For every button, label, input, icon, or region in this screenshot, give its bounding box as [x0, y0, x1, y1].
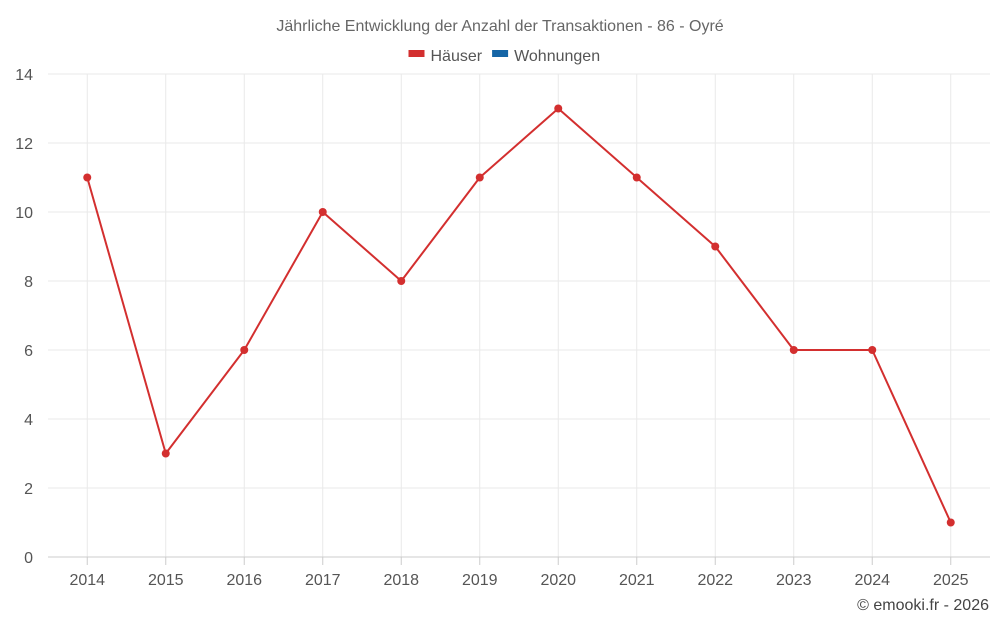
legend-swatch	[492, 50, 509, 57]
series-line-0	[86, 107, 952, 523]
x-tick-label: 2024	[854, 572, 890, 589]
y-tick-label: 12	[15, 136, 33, 153]
series-layer	[83, 104, 955, 527]
data-point[interactable]	[711, 242, 720, 251]
y-tick-label: 8	[24, 274, 33, 291]
data-point[interactable]	[475, 173, 484, 182]
data-point[interactable]	[554, 104, 563, 113]
x-tick-label: 2015	[148, 572, 184, 589]
data-point[interactable]	[318, 208, 327, 216]
legend-label[interactable]: Wohnungen	[514, 48, 600, 65]
x-tick-label: 2016	[226, 572, 262, 589]
legend-label[interactable]: Häuser	[431, 48, 483, 65]
x-tick-label: 2022	[697, 572, 733, 589]
y-tick-label: 4	[24, 412, 33, 429]
x-tick-label: 2020	[540, 572, 576, 589]
y-tick-label: 2	[24, 481, 33, 498]
data-point[interactable]	[868, 346, 877, 354]
x-tick-label: 2025	[933, 572, 969, 589]
data-point[interactable]	[946, 518, 955, 527]
x-tick-label: 2021	[619, 572, 655, 589]
data-point[interactable]	[240, 346, 249, 354]
x-axis: 2014 2015 2016 2017 2018 2019 2020 2021 2022 2023…	[48, 556, 990, 589]
data-point[interactable]	[789, 346, 798, 354]
legend-swatch	[408, 50, 425, 57]
data-point[interactable]	[397, 277, 406, 285]
y-axis: 0 2 4 6 8 10 12 14	[15, 67, 33, 567]
data-point[interactable]	[83, 173, 92, 182]
y-tick-label: 0	[24, 550, 33, 567]
x-tick-label: 2023	[776, 572, 812, 589]
x-tick-label: 2018	[383, 572, 419, 589]
data-point[interactable]	[632, 173, 641, 182]
y-tick-label: 10	[15, 205, 33, 222]
credit-text: © emooki.fr - 2026	[857, 597, 989, 614]
legend: Häuser Wohnungen	[408, 48, 600, 65]
y-tick-label: 14	[15, 67, 33, 84]
chart-title: Jährliche Entwicklung der Anzahl der Tra…	[276, 18, 723, 35]
x-tick-label: 2017	[305, 572, 341, 589]
y-tick-label: 6	[24, 343, 33, 360]
grid-lines	[48, 73, 990, 557]
x-tick-label: 2019	[462, 572, 498, 589]
data-point[interactable]	[161, 449, 170, 458]
x-tick-label: 2014	[69, 572, 105, 589]
